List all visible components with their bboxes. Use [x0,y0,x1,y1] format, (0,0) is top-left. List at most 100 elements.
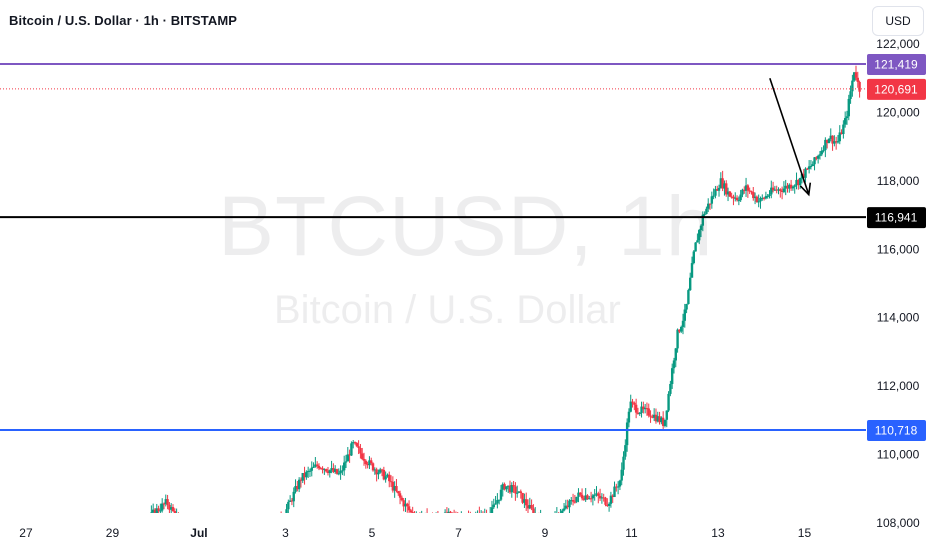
candle-body [528,505,532,509]
candle-body [153,509,157,516]
candle-body [822,150,825,152]
candle-body [784,185,787,189]
candle-body [292,491,295,502]
candle-body [714,189,717,196]
candle-body [728,191,732,197]
candle-body [397,491,400,494]
candle-body [157,508,160,511]
candle-body [389,481,393,483]
candle-body [616,486,620,488]
candle-body [521,492,524,503]
candle-body [151,509,155,513]
candle-body [645,408,649,410]
candle-body [611,495,614,498]
price-label-resistance: 121,419 [874,57,918,71]
candle-body [818,154,822,156]
candle-body [852,72,856,81]
candle-body [600,497,604,499]
time-axis-background [0,513,866,550]
candle-body [748,190,751,192]
candle-body [703,213,706,215]
candle-body [303,473,306,478]
candle-body [380,469,384,471]
candle-body [827,138,831,143]
candle-body [842,124,845,135]
candle-body [570,500,573,502]
candle-body [739,194,742,201]
time-axis[interactable]: 27 29 Jul 3 5 7 9 11 13 15 [0,513,866,550]
candle-body [328,470,331,473]
candle-body [296,486,299,490]
symbol-title: Bitcoin / U.S. Dollar · 1h · BITSTAMP [9,13,238,28]
candle-body [654,414,658,422]
price-label-last-price: 120,691 [874,82,918,96]
down-arrow-head[interactable] [799,182,812,197]
candle-body [598,495,602,499]
candle-body [497,499,501,501]
candle-body [836,141,840,143]
candle-body [379,469,382,473]
candle-body [643,408,647,410]
candle-body [615,486,618,488]
candle-body [746,185,750,191]
candle-body [795,179,798,186]
down-arrow-shaft[interactable] [769,78,810,195]
candle-body [361,453,364,459]
price-tick-label: 112,000 [877,379,920,393]
candle-body [824,139,827,151]
candle-body [701,214,705,226]
candle-body [162,503,166,505]
candle-body [332,468,335,472]
candle-body [341,470,344,472]
candle-body [597,493,600,496]
candle-body [584,495,587,500]
price-label-badge [867,53,926,75]
candle-body [290,500,294,502]
candle-body [494,503,497,505]
candle-body [773,189,777,191]
candle-body [164,499,167,504]
candle-body [388,474,391,482]
candle-body [840,132,843,135]
candle-body [815,157,818,159]
candle-body [169,507,173,510]
candle-body [323,469,326,471]
candle-body [350,443,353,456]
candle-body [672,360,676,369]
candle-body [629,401,632,412]
time-tick-label: Jul [190,526,207,540]
candle-body [851,80,854,92]
candle-body [698,230,701,241]
time-tick-label: 5 [369,526,376,540]
candle-body [640,406,643,413]
candle-body [634,404,638,413]
candle-body [607,503,611,506]
candle-body [627,411,631,423]
candle-body [845,116,849,119]
candle-body [330,468,333,471]
candle-body [667,393,670,411]
candle-body [633,402,636,405]
candle-body [768,194,771,196]
price-axis[interactable]: 108,000 110,000 112,000 114,000 116,000 118,0… [866,0,932,530]
currency-button[interactable]: USD [872,6,924,36]
price-tick-label: 110,000 [877,448,920,462]
candle-body [642,406,645,410]
candle-body [166,499,169,505]
candle-body [312,466,315,468]
candle-body [854,72,858,78]
candle-body [780,191,784,193]
candle-body [386,474,389,477]
candle-body [782,188,786,192]
candle-body [717,187,721,191]
candle-body [364,460,368,465]
candle-body [647,408,650,416]
candle-body [789,184,793,189]
candle-body [526,505,530,509]
candle-body [288,500,292,502]
time-tick-label: 11 [625,526,638,540]
candle-body [669,383,672,394]
candle-body [777,189,780,191]
candle-body [384,476,387,480]
